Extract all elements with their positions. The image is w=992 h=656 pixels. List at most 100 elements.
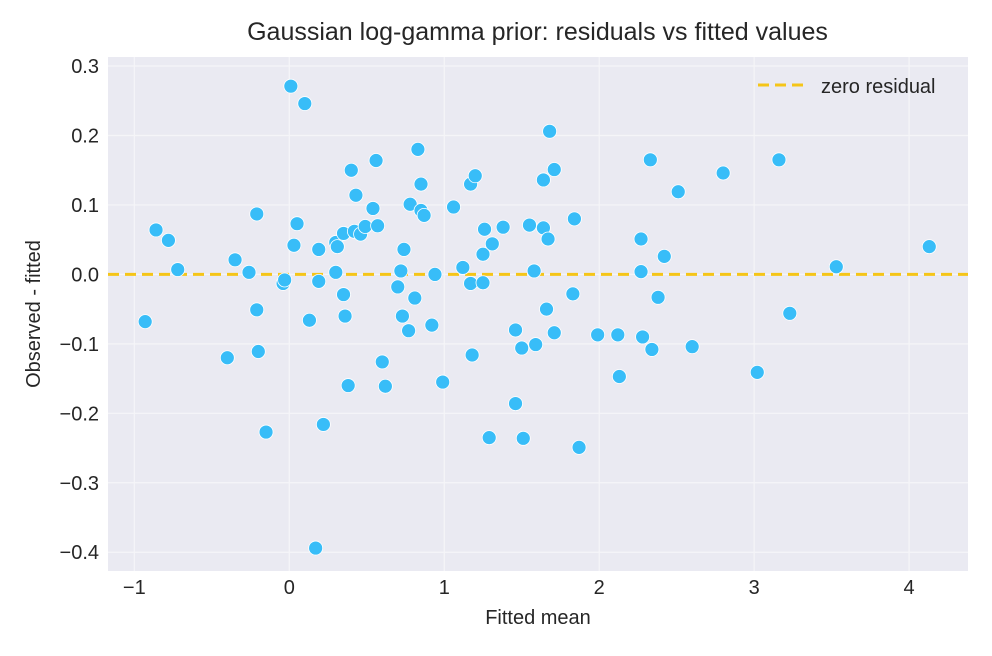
data-point — [446, 199, 461, 215]
y-tick-label: −0.1 — [60, 334, 99, 356]
data-point — [311, 242, 327, 257]
y-tick-label: −0.2 — [60, 403, 99, 425]
data-point — [590, 327, 606, 343]
legend-label: zero residual — [821, 76, 936, 98]
data-point — [161, 232, 176, 248]
data-point — [475, 246, 491, 262]
data-point — [340, 378, 356, 393]
data-point — [633, 264, 649, 280]
x-tick-label: −1 — [123, 577, 146, 599]
y-tick-label: −0.4 — [60, 542, 99, 564]
data-point — [495, 219, 511, 235]
data-point — [396, 242, 412, 257]
y-axis-ticks: −0.4 −0.3 −0.2 −0.1 0.0 0.1 0.2 0.3 — [60, 56, 99, 564]
data-point — [365, 201, 381, 216]
data-point — [921, 239, 937, 255]
data-point — [536, 172, 551, 188]
data-point — [283, 78, 299, 94]
data-point — [241, 264, 257, 280]
data-point — [715, 165, 731, 181]
data-point — [297, 96, 313, 111]
data-point — [390, 279, 406, 295]
data-point — [137, 314, 153, 330]
data-point — [670, 184, 686, 200]
data-point — [610, 327, 626, 343]
y-tick-label: 0.3 — [71, 56, 99, 78]
x-tick-label: 1 — [439, 577, 450, 599]
data-point — [336, 287, 351, 302]
data-point — [308, 540, 324, 556]
data-point — [475, 275, 491, 291]
data-point — [463, 276, 478, 291]
data-point — [567, 211, 582, 227]
data-point — [481, 430, 497, 446]
data-point — [508, 396, 523, 412]
x-tick-label: 4 — [904, 577, 915, 599]
data-point — [542, 123, 558, 139]
plot-area — [108, 57, 968, 571]
data-point — [546, 162, 562, 177]
data-point — [258, 424, 274, 440]
data-point — [526, 263, 542, 279]
x-tick-label: 3 — [749, 577, 760, 599]
data-point — [410, 141, 426, 157]
data-point — [227, 252, 243, 268]
data-point — [565, 286, 581, 302]
y-tick-label: −0.3 — [60, 473, 99, 495]
data-point — [289, 216, 305, 232]
data-point — [311, 273, 327, 289]
data-point — [343, 162, 359, 178]
data-point — [148, 222, 164, 238]
data-point — [633, 231, 649, 247]
data-point — [571, 439, 587, 455]
data-point — [435, 374, 451, 390]
x-tick-label: 2 — [594, 577, 605, 599]
data-point — [782, 305, 798, 321]
data-point — [427, 267, 443, 282]
x-axis-label: Fitted mean — [485, 607, 591, 629]
data-point — [455, 260, 471, 275]
data-point — [514, 340, 530, 356]
data-point — [249, 206, 265, 222]
data-point — [250, 344, 266, 359]
data-point — [413, 176, 429, 192]
data-point — [540, 231, 556, 247]
data-point — [484, 236, 500, 252]
data-point — [374, 354, 390, 370]
data-point — [424, 317, 440, 333]
data-point — [329, 239, 345, 255]
data-point — [749, 364, 765, 380]
data-point — [277, 272, 293, 288]
data-point — [464, 347, 480, 363]
chart-title: Gaussian log-gamma prior: residuals vs f… — [247, 18, 828, 46]
data-point — [368, 153, 384, 168]
data-point — [395, 308, 410, 324]
data-point — [467, 168, 483, 184]
y-axis-label: Observed - fitted — [23, 240, 45, 388]
data-point — [407, 290, 423, 306]
y-tick-label: 0.0 — [71, 264, 99, 286]
data-point — [302, 312, 317, 328]
data-point — [644, 342, 660, 357]
data-point — [508, 322, 523, 338]
y-tick-label: 0.1 — [71, 195, 99, 217]
x-axis-ticks: −1 0 1 2 3 4 — [123, 577, 915, 599]
x-tick-label: 0 — [284, 577, 295, 599]
data-point — [546, 325, 562, 341]
data-point — [650, 289, 666, 305]
data-point — [337, 308, 353, 324]
data-point — [170, 262, 186, 277]
y-tick-label: 0.2 — [71, 125, 99, 147]
data-point — [393, 263, 409, 279]
data-point — [771, 152, 787, 168]
data-point — [635, 329, 650, 345]
data-point — [539, 301, 554, 317]
data-point — [348, 187, 364, 203]
data-point — [515, 430, 531, 446]
data-point — [249, 302, 265, 318]
data-point — [528, 337, 544, 352]
data-point — [828, 259, 844, 275]
data-point — [370, 218, 386, 234]
data-point — [684, 339, 700, 355]
